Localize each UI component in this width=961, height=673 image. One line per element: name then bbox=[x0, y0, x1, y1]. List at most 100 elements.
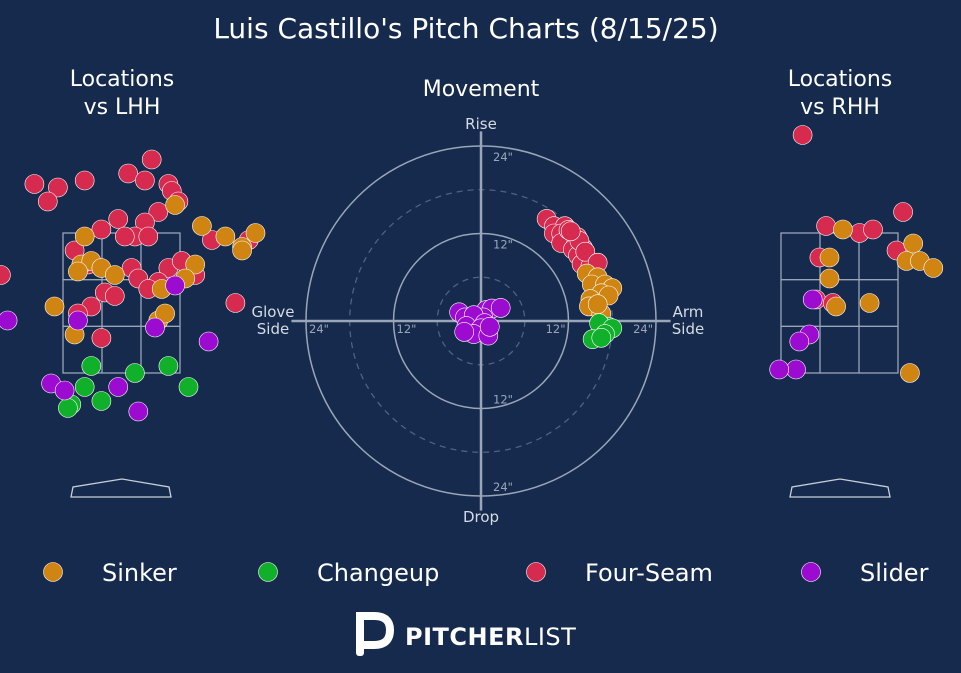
lhh-point-four-seam-31 bbox=[115, 226, 135, 247]
rhh-title-line-2: vs RHH bbox=[800, 95, 880, 120]
ring-label-24-3: 24" bbox=[633, 322, 653, 336]
movement-point-slider-42 bbox=[490, 298, 511, 318]
rhh-point-slider-23 bbox=[769, 359, 790, 380]
movement-point-sinker-31 bbox=[587, 294, 608, 315]
locations-rhh-panel: Locations vs RHH bbox=[769, 67, 944, 498]
lhh-point-slider-63 bbox=[68, 310, 88, 331]
movement-point-four-seam-18 bbox=[575, 241, 596, 262]
pitcherlist-logo-icon bbox=[356, 612, 394, 656]
rhh-title-line-1: Locations bbox=[788, 67, 893, 92]
lhh-pitch-points bbox=[0, 149, 266, 422]
lhh-point-sinker-38 bbox=[215, 226, 236, 247]
axis-label-rise: Rise bbox=[465, 115, 497, 133]
rhh-point-sinker-14 bbox=[923, 258, 944, 278]
ring-label-24-0: 24" bbox=[493, 150, 513, 164]
lhh-point-four-seam-29 bbox=[225, 293, 246, 313]
lhh-point-four-seam-8 bbox=[37, 191, 58, 212]
ring-label-24-2: 24" bbox=[309, 322, 329, 336]
rhh-point-four-seam-2 bbox=[816, 216, 836, 236]
rhh-point-four-seam-0 bbox=[792, 125, 813, 145]
lhh-point-changeup-61 bbox=[58, 398, 78, 418]
rhh-home-plate bbox=[789, 478, 891, 498]
axis-label-arm-line-1: Arm bbox=[673, 303, 704, 321]
lhh-point-changeup-56 bbox=[158, 356, 179, 376]
lhh-point-changeup-54 bbox=[81, 356, 102, 376]
axis-label-drop: Drop bbox=[463, 508, 499, 526]
brand: PITCHERLIST bbox=[356, 612, 576, 656]
lhh-home-plate bbox=[70, 478, 172, 498]
lhh-point-four-seam-9 bbox=[148, 202, 169, 222]
ring-label-12-1: 12" bbox=[493, 393, 513, 407]
lhh-point-changeup-58 bbox=[178, 377, 199, 397]
rhh-point-sinker-9 bbox=[833, 219, 853, 240]
legend-label-slider: Slider bbox=[860, 559, 929, 587]
lhh-point-four-seam-3 bbox=[74, 170, 95, 191]
legend-label-changeup: Changeup bbox=[317, 559, 439, 587]
movement-point-slider-50 bbox=[454, 322, 475, 342]
rhh-point-sinker-10 bbox=[903, 233, 924, 254]
legend-marker-changeup bbox=[258, 562, 278, 582]
lhh-point-sinker-44 bbox=[68, 261, 88, 282]
legend-label-four-seam: Four-Seam bbox=[585, 559, 713, 587]
brand-wordmark: PITCHERLIST bbox=[405, 623, 576, 651]
brand-bold-text: PITCHER bbox=[405, 623, 524, 651]
lhh-point-slider-66 bbox=[198, 331, 219, 352]
lhh-point-slider-68 bbox=[54, 380, 75, 401]
movement-ring-labels: 12" 12" 12" 12" 24" 24" 24" 24" bbox=[309, 150, 653, 494]
lhh-point-sinker-36 bbox=[192, 216, 212, 236]
brand-light-text: LIST bbox=[524, 623, 576, 651]
movement-panel: Movement Rise Drop Glove Side Arm Side 1… bbox=[251, 77, 704, 526]
rhh-point-slider-21 bbox=[789, 331, 810, 352]
rhh-point-sinker-18 bbox=[900, 363, 920, 383]
lhh-point-four-seam-2 bbox=[48, 177, 68, 198]
lhh-point-changeup-57 bbox=[74, 377, 95, 397]
lhh-point-four-seam-5 bbox=[135, 170, 155, 191]
lhh-point-four-seam-11 bbox=[108, 209, 128, 229]
lhh-point-sinker-40 bbox=[245, 223, 266, 243]
movement-point-four-seam-19 bbox=[560, 221, 581, 242]
axis-label-glove-line-2: Side bbox=[257, 320, 289, 338]
rhh-point-four-seam-1 bbox=[893, 202, 913, 222]
lhh-point-slider-62 bbox=[0, 310, 18, 331]
movement-point-slider-51 bbox=[479, 316, 500, 337]
legend-marker-four-seam bbox=[526, 562, 546, 582]
lhh-point-sinker-47 bbox=[105, 265, 125, 285]
lhh-point-slider-70 bbox=[128, 401, 149, 422]
lhh-point-sinker-45 bbox=[185, 254, 205, 275]
lhh-point-changeup-55 bbox=[125, 363, 145, 383]
lhh-point-changeup-60 bbox=[91, 391, 112, 411]
lhh-point-slider-65 bbox=[165, 275, 185, 296]
rhh-point-sinker-16 bbox=[826, 296, 846, 317]
lhh-point-four-seam-0 bbox=[141, 149, 162, 170]
lhh-title-line-2: vs LHH bbox=[84, 95, 161, 120]
ring-label-24-1: 24" bbox=[493, 480, 513, 494]
rhh-point-sinker-11 bbox=[819, 247, 840, 268]
lhh-point-four-seam-33 bbox=[105, 286, 125, 306]
ring-label-12-0: 12" bbox=[493, 238, 513, 252]
legend: Sinker Changeup Four-Seam Slider bbox=[43, 559, 929, 587]
lhh-point-four-seam-20 bbox=[0, 265, 11, 285]
lhh-point-sinker-49 bbox=[44, 296, 65, 317]
locations-lhh-panel: Locations vs LHH bbox=[0, 67, 266, 498]
lhh-title-line-1: Locations bbox=[70, 67, 175, 92]
axis-label-arm-line-2: Side bbox=[672, 320, 704, 338]
lhh-point-four-seam-4 bbox=[118, 163, 138, 184]
lhh-point-four-seam-12 bbox=[91, 219, 112, 240]
lhh-point-sinker-35 bbox=[165, 195, 185, 215]
chart-title: Luis Castillo's Pitch Charts (8/15/25) bbox=[213, 12, 718, 45]
ring-label-12-3: 12" bbox=[546, 322, 566, 336]
rhh-point-sinker-15 bbox=[819, 268, 840, 289]
ring-label-12-2: 12" bbox=[397, 322, 417, 336]
rhh-pitch-points bbox=[769, 125, 944, 383]
rhh-point-slider-19 bbox=[802, 289, 823, 310]
lhh-point-sinker-53 bbox=[232, 240, 252, 261]
rhh-point-four-seam-4 bbox=[863, 219, 883, 240]
legend-marker-sinker bbox=[43, 562, 63, 582]
movement-point-changeup-37 bbox=[591, 327, 612, 348]
legend-marker-slider bbox=[801, 562, 821, 582]
legend-label-sinker: Sinker bbox=[102, 559, 177, 587]
lhh-point-sinker-51 bbox=[155, 303, 175, 324]
movement-pitch-points bbox=[449, 209, 623, 350]
movement-title: Movement bbox=[423, 77, 540, 102]
